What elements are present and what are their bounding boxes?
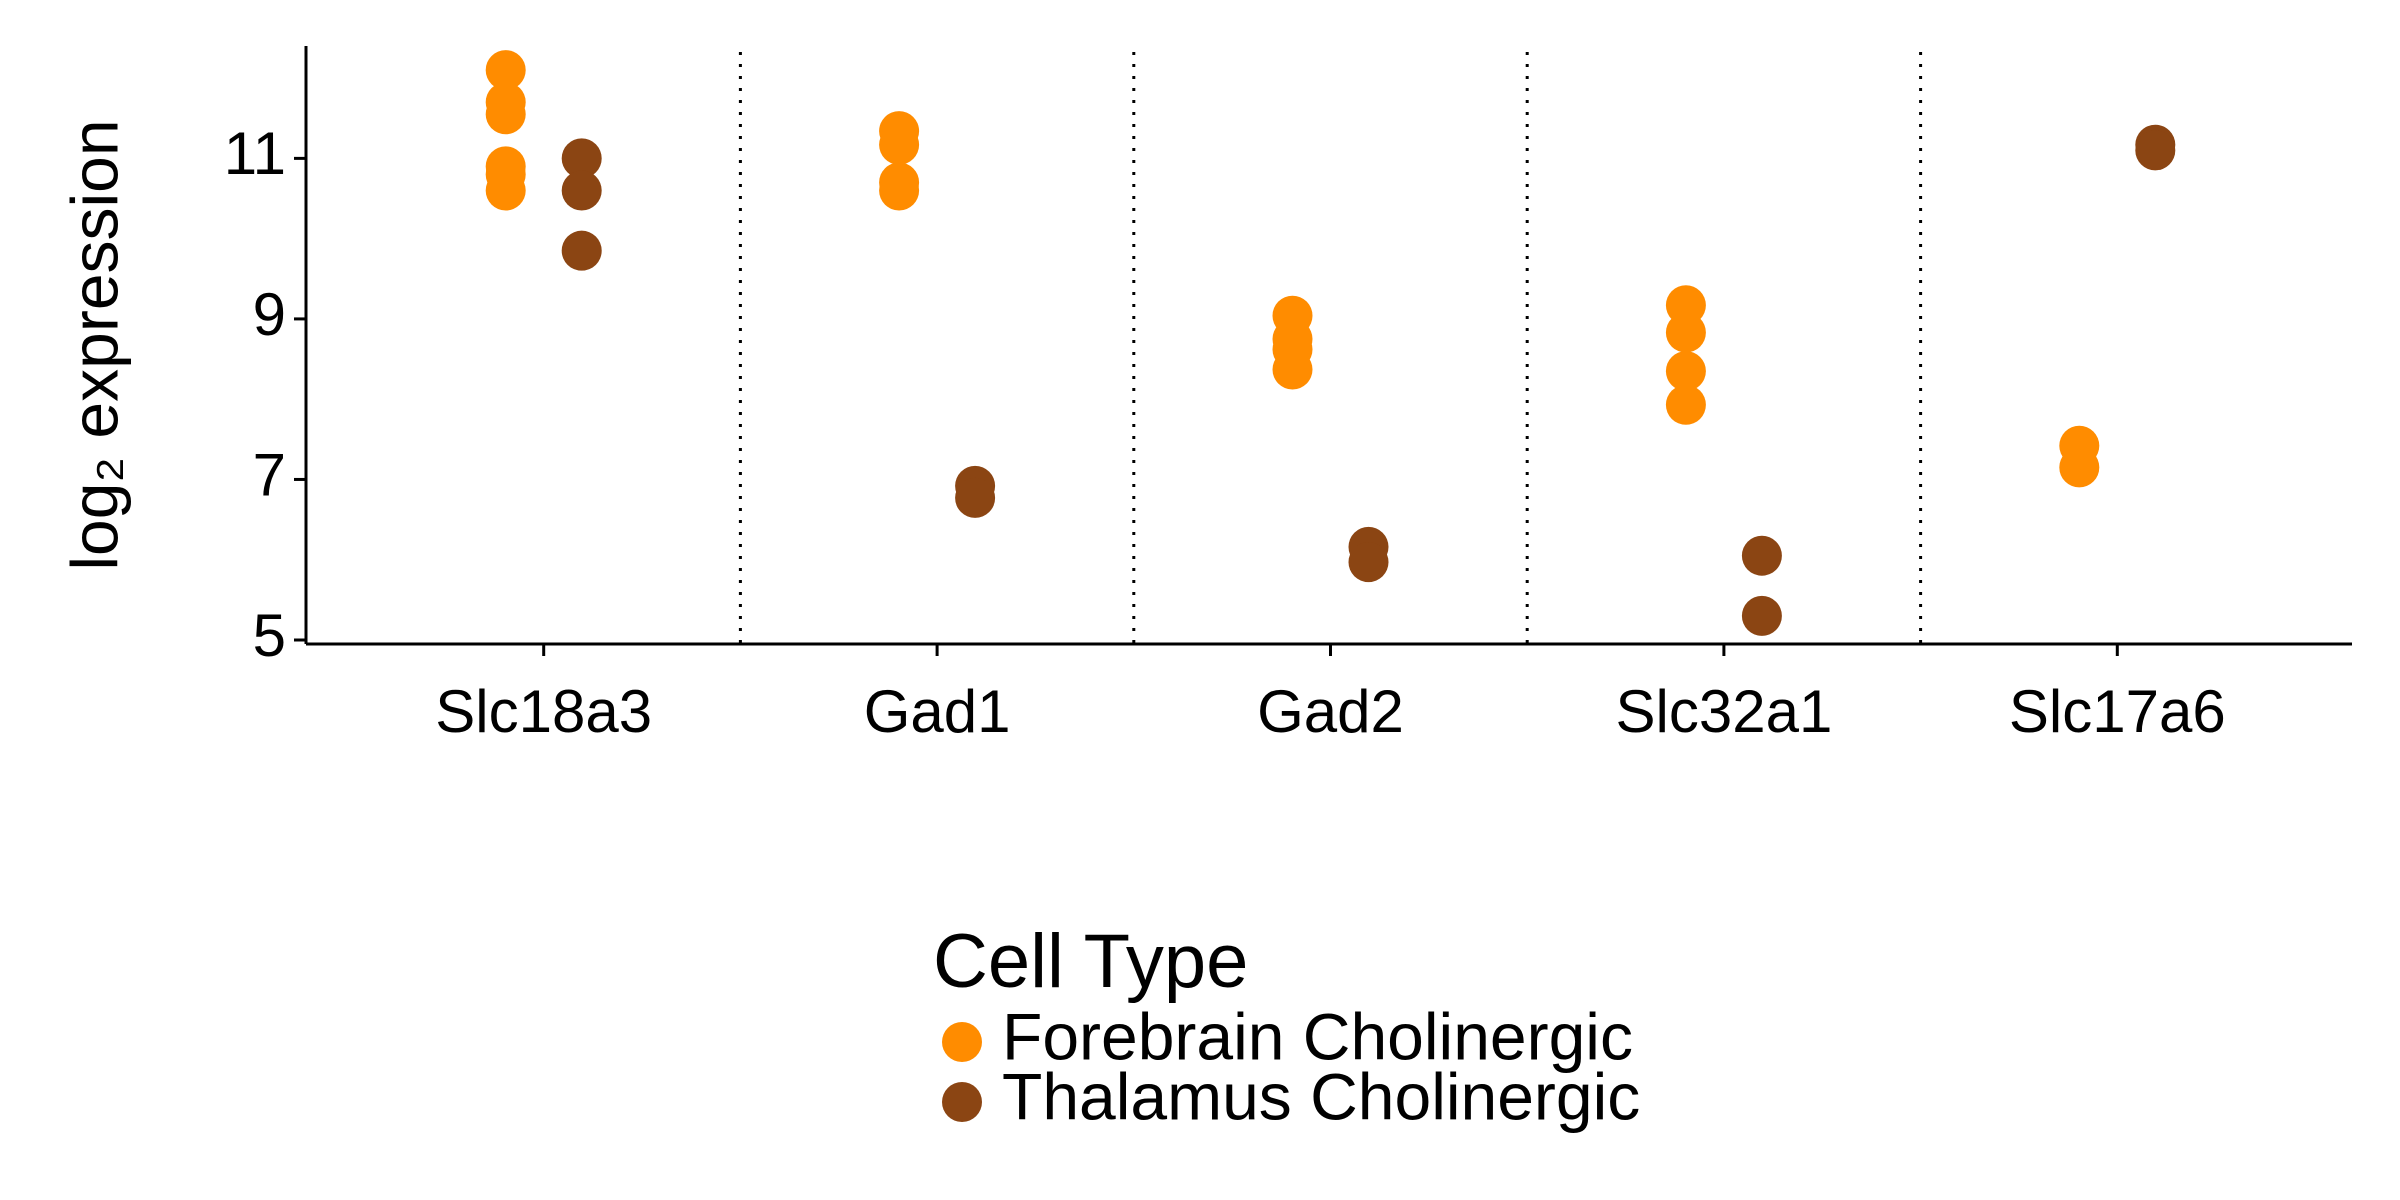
legend-title: Cell Type: [933, 919, 1248, 1004]
point: [485, 170, 526, 211]
point: [1741, 595, 1782, 636]
y-tick-label: 11: [224, 120, 286, 187]
point: [2135, 130, 2176, 171]
point: [955, 477, 996, 518]
legend-marker: [942, 1022, 982, 1062]
point: [1272, 349, 1313, 390]
point: [1348, 542, 1389, 583]
legend-label: Thalamus Cholinergic: [1002, 1059, 1640, 1133]
point: [485, 94, 526, 135]
y-tick-label: 7: [253, 441, 286, 508]
legend-marker: [942, 1082, 982, 1122]
point: [561, 138, 602, 179]
x-tick-label: Gad2: [1257, 678, 1404, 745]
x-tick-label: Slc18a3: [435, 678, 652, 745]
point: [561, 170, 602, 211]
point: [561, 230, 602, 271]
point: [485, 50, 526, 91]
x-tick-label: Slc32a1: [1615, 678, 1832, 745]
point: [2059, 447, 2100, 488]
x-tick-label: Gad1: [864, 678, 1011, 745]
x-tick-label: Slc17a6: [2009, 678, 2226, 745]
y-axis-label: log₂ expression: [57, 119, 131, 570]
point: [1665, 312, 1706, 353]
point: [879, 170, 920, 211]
point: [1665, 351, 1706, 392]
y-tick-label: 9: [253, 281, 286, 348]
point: [879, 124, 920, 165]
y-tick-label: 5: [253, 602, 286, 669]
legend-label: Forebrain Cholinergic: [1002, 999, 1633, 1073]
point: [1741, 535, 1782, 576]
point: [1665, 384, 1706, 425]
